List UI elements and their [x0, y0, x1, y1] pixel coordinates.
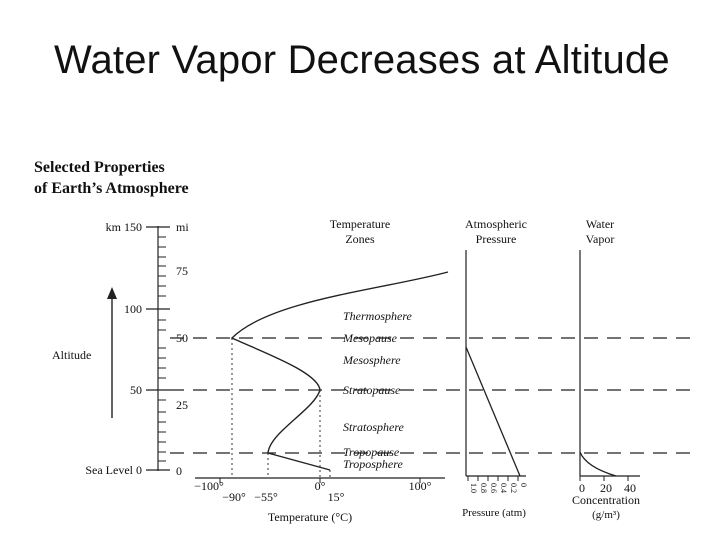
figure-heading-line1: Selected Properties [34, 159, 165, 176]
zone-label-thermosphere: Thermosphere [343, 309, 413, 323]
pressure-tick-label: 0.4 [499, 483, 508, 493]
mi-tick-label: 0 [176, 464, 182, 478]
pressure-tick-label: 0.8 [479, 483, 488, 493]
vapor-axis-label-line2: (g/m³) [592, 509, 620, 521]
pressure-header-line1: Atmospheric [465, 217, 527, 231]
temperature-tick-label: −90° [222, 490, 246, 504]
mi-unit-label: mi [176, 220, 189, 234]
temperature-axis-label: Temperature (°C) [268, 510, 352, 524]
temperature-tick-label: −100° [194, 479, 224, 493]
vapor-header-line2: Vapor [586, 232, 615, 246]
pressure-header-line2: Pressure [476, 232, 517, 246]
vapor-axis-label-line1: Concentration [572, 493, 640, 507]
vapor-tick-label: 0 [579, 481, 585, 495]
pressure-axis-label: Pressure (atm) [462, 507, 526, 519]
zone-label-mesosphere: Mesosphere [342, 353, 401, 367]
zone-label-stratosphere: Stratosphere [343, 420, 405, 434]
pressure-panel: Atmospheric Pressure 1.0 0.8 0.6 0.4 0.2… [462, 217, 528, 519]
water-vapor-curve [579, 451, 617, 477]
mi-tick-labels: 75 50 25 0 [176, 264, 188, 478]
temperature-dotted-guides [231, 338, 331, 478]
temperature-header-line2: Zones [345, 232, 375, 246]
slide-title: Water Vapor Decreases at Altitude [54, 38, 670, 82]
vapor-tick-label: 20 [600, 481, 612, 495]
altitude-label: Altitude [52, 348, 91, 362]
km-tick-label: km 150 [106, 220, 142, 234]
water-vapor-panel: Water Vapor 0 20 40 Concentration (g/m³) [572, 217, 640, 521]
pressure-tick-label: 0.2 [509, 483, 518, 493]
temperature-curve [230, 271, 449, 471]
pressure-tick-label: 0 [519, 483, 528, 487]
km-tick-labels: km 150 100 50 Sea Level 0 [85, 220, 142, 477]
km-tick-label: Sea Level 0 [85, 463, 142, 477]
km-major-ticks [146, 226, 170, 471]
km-tick-label: 100 [124, 302, 142, 316]
temperature-panel: Temperature Zones −100° 0° 100° −90° −55… [194, 217, 449, 524]
figure-heading-line2: of Earth’s Atmosphere [34, 180, 189, 197]
temperature-tick-label: −55° [254, 490, 278, 504]
vapor-tick-label: 40 [624, 481, 636, 495]
temperature-tick-label: 0° [315, 479, 326, 493]
pressure-tick-label: 1.0 [469, 483, 478, 493]
mi-tick-label: 25 [176, 398, 188, 412]
altitude-scale: km 150 100 50 Sea Level 0 mi 75 50 25 0 … [52, 220, 189, 478]
pressure-tick-label: 0.6 [489, 483, 498, 493]
km-tick-label: 50 [130, 383, 142, 397]
pressure-curve [465, 346, 521, 477]
mi-tick-label: 75 [176, 264, 188, 278]
temperature-tick-label: 100° [409, 479, 432, 493]
boundary-dashes [170, 337, 690, 454]
zone-label-tropopause: Tropopause [343, 445, 400, 459]
altitude-arrow-head [107, 287, 117, 299]
vapor-header-line1: Water [586, 217, 614, 231]
temperature-header-line1: Temperature [330, 217, 390, 231]
minor-ticks [158, 236, 166, 462]
zone-label-troposphere: Troposphere [343, 457, 403, 471]
temperature-tick-label: 15° [328, 490, 345, 504]
zone-label-mesopause: Mesopause [342, 331, 398, 345]
zone-label-stratopause: Stratopause [343, 383, 401, 397]
